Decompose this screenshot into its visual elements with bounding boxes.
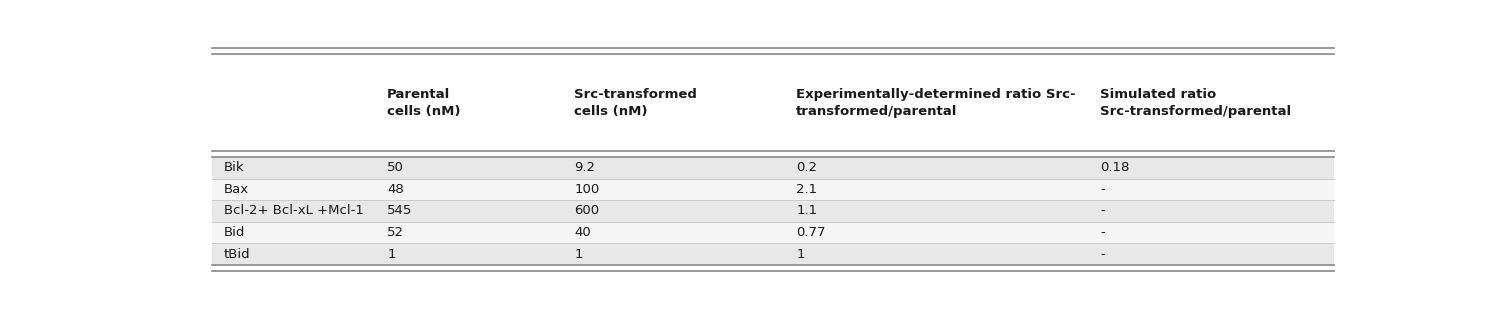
Text: 52: 52 <box>388 226 404 239</box>
Text: -: - <box>1099 204 1105 217</box>
Bar <box>211 222 1333 243</box>
Text: Parental
cells (nM): Parental cells (nM) <box>388 88 460 118</box>
Text: 50: 50 <box>388 161 404 174</box>
Text: 100: 100 <box>575 183 599 196</box>
Text: 0.77: 0.77 <box>796 226 826 239</box>
Text: Bik: Bik <box>223 161 244 174</box>
Text: 1: 1 <box>575 248 582 261</box>
Bar <box>211 243 1333 265</box>
Text: 1: 1 <box>388 248 395 261</box>
Text: 545: 545 <box>388 204 413 217</box>
Text: tBid: tBid <box>223 248 250 261</box>
Text: 600: 600 <box>575 204 599 217</box>
Text: 1.1: 1.1 <box>796 204 817 217</box>
Text: 0.2: 0.2 <box>796 161 817 174</box>
Text: Bax: Bax <box>223 183 249 196</box>
Text: 2.1: 2.1 <box>796 183 817 196</box>
Text: Bid: Bid <box>223 226 244 239</box>
Text: 0.18: 0.18 <box>1099 161 1129 174</box>
Bar <box>211 200 1333 222</box>
Text: -: - <box>1099 248 1105 261</box>
Text: 40: 40 <box>575 226 591 239</box>
Text: Bcl-2+ Bcl-xL +Mcl-1: Bcl-2+ Bcl-xL +Mcl-1 <box>223 204 363 217</box>
Bar <box>211 157 1333 179</box>
Text: 9.2: 9.2 <box>575 161 596 174</box>
Text: Simulated ratio
Src-transformed/parental: Simulated ratio Src-transformed/parental <box>1099 88 1291 118</box>
Text: -: - <box>1099 183 1105 196</box>
Text: Experimentally-determined ratio Src-
transformed/parental: Experimentally-determined ratio Src- tra… <box>796 88 1075 118</box>
Text: Src-transformed
cells (nM): Src-transformed cells (nM) <box>575 88 697 118</box>
Text: -: - <box>1099 226 1105 239</box>
Text: 48: 48 <box>388 183 404 196</box>
Bar <box>211 179 1333 200</box>
Text: 1: 1 <box>796 248 805 261</box>
